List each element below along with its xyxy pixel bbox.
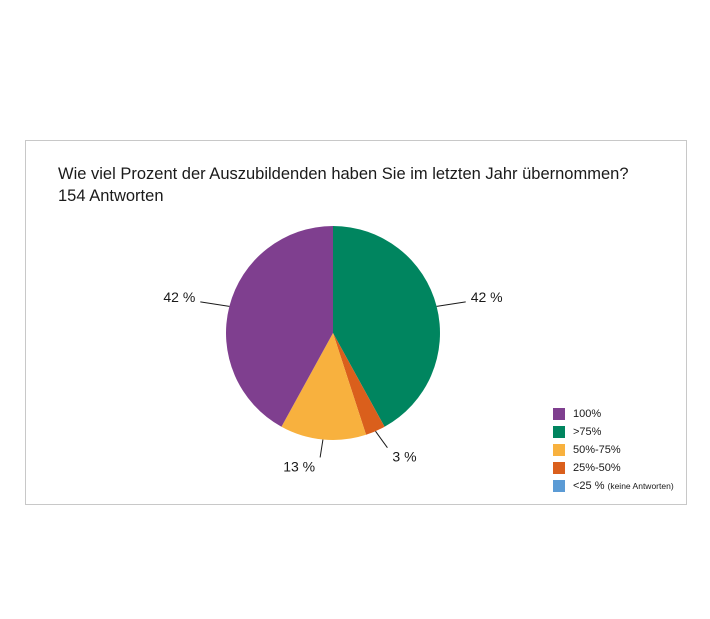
legend-swatch bbox=[553, 462, 565, 474]
chart-subtitle: 154 Antworten bbox=[58, 187, 164, 205]
legend-label: 100% bbox=[573, 408, 602, 420]
legend-item-under-25: <25 % (keine Antworten) bbox=[553, 477, 674, 495]
pie-slice bbox=[226, 226, 333, 427]
leader-line bbox=[200, 301, 230, 307]
legend-label: 50%-75% bbox=[573, 444, 621, 456]
leader-line bbox=[375, 430, 388, 449]
chart-legend: 100% >75% 50%-75% 25%-50% <25 % (keine A… bbox=[553, 405, 674, 495]
pie-slice bbox=[333, 333, 385, 435]
legend-label: >75% bbox=[573, 426, 602, 438]
legend-item-100: 100% bbox=[553, 405, 674, 423]
legend-swatch bbox=[553, 408, 565, 420]
legend-label: 25%-50% bbox=[573, 462, 621, 474]
legend-note: (keine Antworten) bbox=[607, 481, 674, 491]
data-label: 13 % bbox=[283, 458, 315, 474]
pie-slice bbox=[333, 226, 440, 427]
legend-label: <25 % bbox=[573, 480, 605, 492]
legend-swatch bbox=[553, 426, 565, 438]
legend-swatch bbox=[553, 444, 565, 456]
data-label: 3 % bbox=[392, 449, 416, 465]
legend-item-75: >75% bbox=[553, 423, 674, 441]
leader-line bbox=[319, 439, 324, 458]
legend-item-25-50: 25%-50% bbox=[553, 459, 674, 477]
data-label: 42 % bbox=[163, 289, 195, 305]
data-label: 42 % bbox=[471, 289, 503, 305]
chart-title: Wie viel Prozent der Auszubildenden habe… bbox=[58, 165, 629, 183]
chart-card: Wie viel Prozent der Auszubildenden habe… bbox=[25, 140, 687, 505]
pie-slice bbox=[281, 333, 367, 440]
pie-chart: 42 % 3 % 13 % 42 % bbox=[163, 226, 503, 474]
legend-item-50-75: 50%-75% bbox=[553, 441, 674, 459]
leader-line bbox=[436, 301, 466, 307]
legend-swatch bbox=[553, 480, 565, 492]
